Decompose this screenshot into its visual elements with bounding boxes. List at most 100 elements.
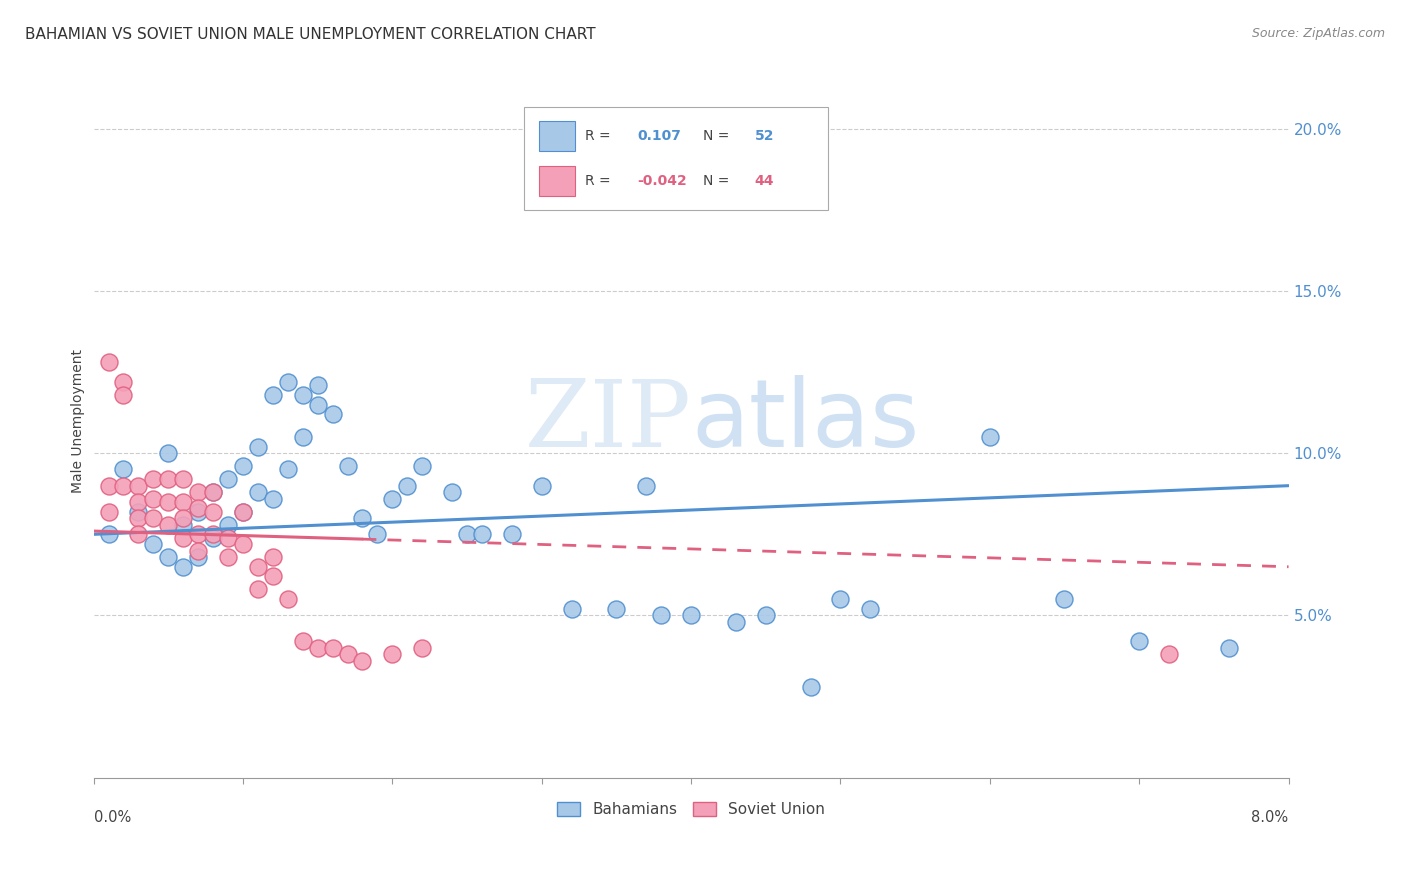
Point (157, 446, 180, 460)
Text: R =: R = (585, 174, 610, 187)
Point (127, 478, 149, 492)
Text: N =: N = (703, 129, 730, 144)
Point (979, 430, 1001, 444)
Point (724, 615, 747, 629)
Point (172, 517, 194, 532)
Point (501, 527, 523, 541)
Text: N =: N = (703, 174, 730, 187)
Point (1128, 634, 1150, 648)
Text: BAHAMIAN VS SOVIET UNION MALE UNEMPLOYMENT CORRELATION CHART: BAHAMIAN VS SOVIET UNION MALE UNEMPLOYME… (25, 27, 596, 42)
Point (307, 640, 329, 655)
Point (187, 549, 209, 564)
Point (187, 501, 209, 516)
Point (202, 485, 225, 500)
Point (352, 654, 374, 668)
Text: Source: ZipAtlas.com: Source: ZipAtlas.com (1251, 27, 1385, 40)
Point (127, 505, 149, 519)
Point (636, 478, 658, 492)
Point (142, 472, 165, 486)
Point (1053, 592, 1076, 607)
Text: 0.107: 0.107 (637, 129, 681, 144)
Point (202, 485, 225, 500)
Point (172, 495, 194, 509)
Point (187, 543, 209, 558)
Point (755, 608, 778, 623)
FancyBboxPatch shape (540, 121, 575, 152)
Point (246, 582, 269, 597)
Point (1218, 640, 1240, 655)
Point (530, 478, 553, 492)
Point (157, 472, 180, 486)
Text: 8.0%: 8.0% (1251, 810, 1288, 825)
Point (142, 537, 165, 551)
Point (202, 531, 225, 545)
Point (172, 472, 194, 486)
Point (142, 491, 165, 506)
Legend: Bahamians, Soviet Union: Bahamians, Soviet Union (551, 796, 831, 823)
Point (277, 462, 299, 476)
Point (322, 407, 344, 421)
Point (217, 549, 239, 564)
Point (112, 388, 135, 402)
Point (291, 388, 314, 402)
Text: 0.0%: 0.0% (94, 810, 131, 825)
Point (112, 478, 135, 492)
Point (97, 505, 120, 519)
Point (232, 537, 254, 551)
Point (217, 472, 239, 486)
Point (187, 505, 209, 519)
Point (172, 531, 194, 545)
Point (336, 459, 359, 474)
Point (262, 491, 284, 506)
Point (605, 602, 627, 616)
Text: R =: R = (585, 129, 610, 144)
Point (246, 440, 269, 454)
Point (202, 527, 225, 541)
Point (127, 527, 149, 541)
Point (112, 375, 135, 389)
Point (322, 640, 344, 655)
Point (307, 378, 329, 392)
Point (307, 398, 329, 412)
Point (187, 485, 209, 500)
Point (187, 527, 209, 541)
Point (172, 511, 194, 525)
Point (291, 430, 314, 444)
Point (262, 569, 284, 583)
Point (142, 511, 165, 525)
Point (172, 559, 194, 574)
Point (800, 680, 823, 694)
Point (456, 527, 478, 541)
Text: -0.042: -0.042 (637, 174, 688, 187)
Point (232, 505, 254, 519)
Point (262, 388, 284, 402)
Point (97, 355, 120, 369)
Point (217, 531, 239, 545)
Point (352, 511, 374, 525)
Point (202, 505, 225, 519)
Point (232, 459, 254, 474)
Point (277, 592, 299, 607)
Y-axis label: Male Unemployment: Male Unemployment (72, 349, 86, 492)
Point (650, 608, 672, 623)
Point (859, 602, 882, 616)
Text: 44: 44 (755, 174, 773, 187)
Point (411, 459, 433, 474)
Point (366, 527, 388, 541)
Point (381, 648, 404, 662)
Point (396, 478, 419, 492)
Point (157, 495, 180, 509)
Point (127, 511, 149, 525)
Point (112, 462, 135, 476)
Point (262, 549, 284, 564)
FancyBboxPatch shape (524, 107, 828, 211)
Text: 52: 52 (755, 129, 773, 144)
Point (97, 527, 120, 541)
Point (1157, 648, 1180, 662)
Point (217, 517, 239, 532)
Point (471, 527, 494, 541)
Point (411, 640, 433, 655)
Point (127, 495, 149, 509)
Point (336, 648, 359, 662)
Point (157, 549, 180, 564)
